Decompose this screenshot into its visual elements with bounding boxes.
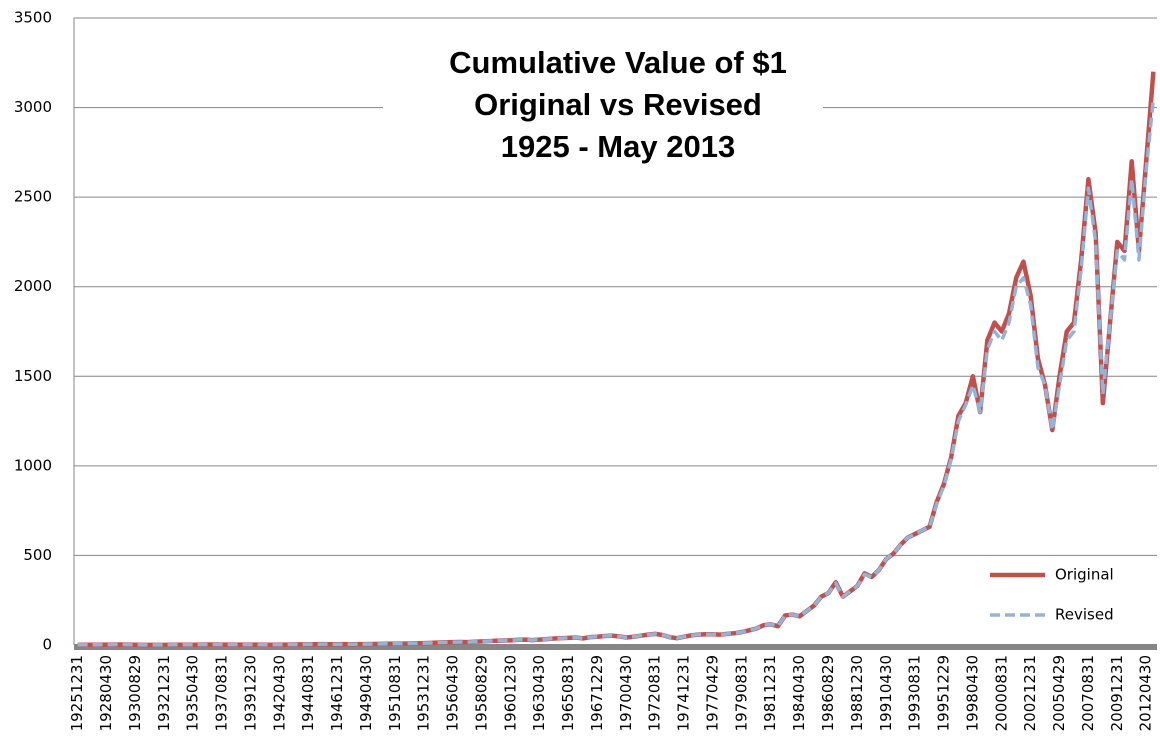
y-tick-label: 1000: [14, 456, 52, 474]
x-tick-label: 20000831: [992, 655, 1010, 731]
chart-title: Cumulative Value of $1: [449, 45, 787, 80]
x-tick-label: 19770429: [703, 655, 721, 731]
x-tick-label: 19510831: [386, 655, 404, 731]
x-tick-label: 19440831: [299, 655, 317, 731]
x-tick-label: 19490430: [357, 655, 375, 731]
x-tick-label: 19980430: [963, 655, 981, 731]
x-tick-label: 19840430: [790, 655, 808, 731]
x-tick-label: 19881230: [848, 655, 866, 731]
y-tick-label: 0: [42, 636, 52, 654]
x-tick-label: 19251231: [68, 655, 86, 731]
x-tick-label: 19650831: [559, 655, 577, 731]
x-tick-label: 19370831: [213, 655, 231, 731]
legend-label: Original: [1055, 566, 1114, 584]
y-tick-label: 3000: [14, 98, 52, 116]
y-tick-label: 500: [23, 546, 52, 564]
x-tick-label: 19420430: [270, 655, 288, 731]
x-tick-label: 19560430: [444, 655, 462, 731]
x-tick-label: 19391230: [241, 655, 259, 731]
x-tick-label: 20021231: [1021, 655, 1039, 731]
legend-label: Revised: [1055, 606, 1114, 624]
series-line: [77, 98, 1156, 647]
x-tick-label: 19300829: [126, 655, 144, 731]
x-tick-label: 19930831: [906, 655, 924, 731]
x-tick-label: 19741231: [675, 655, 693, 731]
series-line: [77, 71, 1156, 648]
chart-title: 1925 - May 2013: [501, 129, 735, 164]
x-tick-label: 19700430: [617, 655, 635, 731]
x-tick-label: 19321231: [155, 655, 173, 731]
x-tick-label: 20091231: [1108, 655, 1126, 731]
x-tick-label: 19461231: [328, 655, 346, 731]
x-tick-label: 19671229: [588, 655, 606, 731]
y-tick-label: 1500: [14, 367, 52, 385]
x-tick-label: 19910430: [877, 655, 895, 731]
x-tick-label: 19951229: [935, 655, 953, 731]
x-tick-label: 19860829: [819, 655, 837, 731]
y-tick-label: 2000: [14, 277, 52, 295]
x-tick-label: 19531231: [415, 655, 433, 731]
y-tick-label: 3500: [14, 9, 52, 27]
x-tick-label: 20070831: [1079, 655, 1097, 731]
x-tick-label: 19720831: [646, 655, 664, 731]
x-tick-label: 19811231: [761, 655, 779, 731]
y-tick-label: 2500: [14, 188, 52, 206]
x-tick-label: 20050429: [1050, 655, 1068, 731]
x-tick-label: 19580829: [472, 655, 490, 731]
chart-title: Original vs Revised: [474, 87, 762, 122]
x-tick-label: 19790831: [732, 655, 750, 731]
x-tick-label: 19630430: [530, 655, 548, 731]
x-tick-label: 19350430: [184, 655, 202, 731]
x-tick-label: 19280430: [97, 655, 115, 731]
x-tick-label: 19601230: [501, 655, 519, 731]
title-background: [383, 38, 823, 176]
x-tick-label: 20120430: [1137, 655, 1155, 731]
